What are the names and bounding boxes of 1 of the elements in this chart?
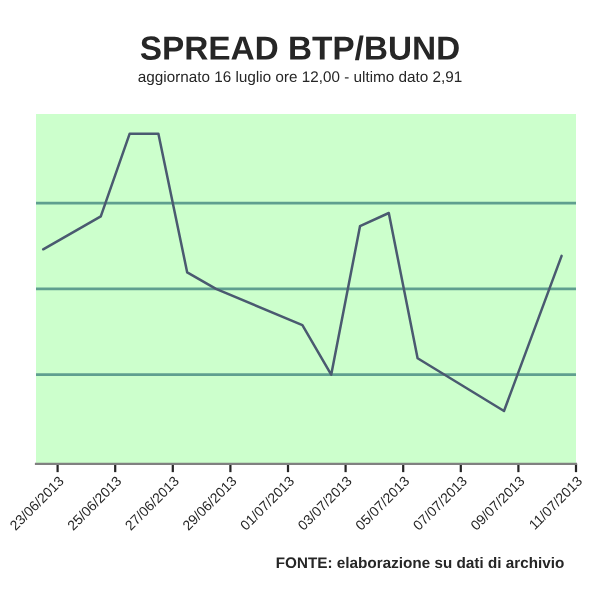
chart-title: SPREAD BTP/BUND — [140, 35, 459, 61]
